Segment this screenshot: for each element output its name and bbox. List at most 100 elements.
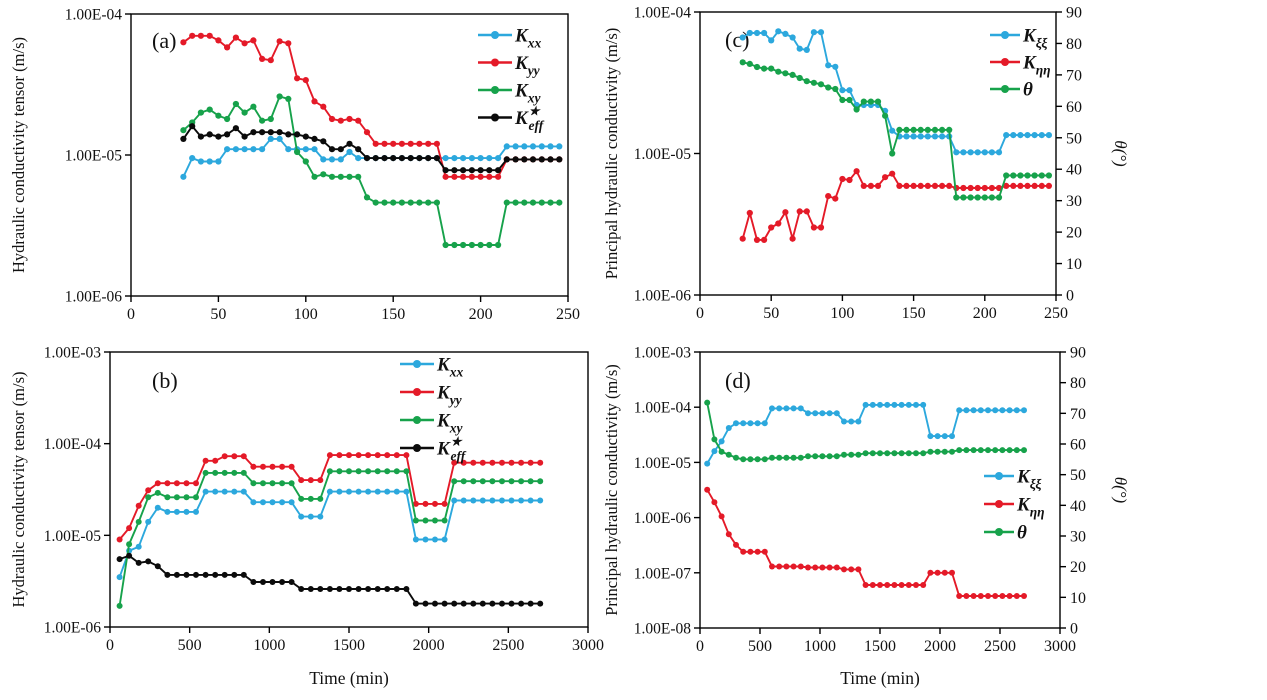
series-a-Kyy-marker xyxy=(486,173,493,180)
series-b-Keff-marker xyxy=(240,571,247,578)
series-b-Keff-marker xyxy=(154,563,161,570)
series-c-Ketaeta-marker xyxy=(746,209,753,217)
legend-label: Kyy xyxy=(436,383,463,408)
series-b-Kxy-marker xyxy=(212,469,219,476)
series-a-Kyy-marker xyxy=(241,40,248,47)
series-b-Kyy-marker xyxy=(432,500,438,507)
series-b-Kxx-marker xyxy=(193,508,199,515)
series-a-Kyy-marker xyxy=(232,34,239,41)
series-a-Keff-marker xyxy=(425,155,432,162)
series-d-Ketaeta-marker xyxy=(905,582,912,588)
series-c-Ketaeta-marker xyxy=(761,236,768,243)
series-a-Kxy-marker xyxy=(311,173,318,180)
series-a-Keff-marker xyxy=(398,155,405,162)
series-d-Kxixi-marker xyxy=(862,401,869,408)
series-c-Ketaeta-marker xyxy=(981,184,988,192)
series-a-Kxy-marker xyxy=(556,199,563,206)
series-d-theta-marker xyxy=(848,451,855,458)
series-a-Keff-marker xyxy=(556,156,563,163)
series-b-Kxy-marker xyxy=(231,469,238,476)
series-c-Kxixi-marker xyxy=(967,149,974,156)
series-c-theta-marker xyxy=(995,194,1003,201)
series-d-theta-marker xyxy=(733,454,739,461)
series-c-Kxixi-marker xyxy=(995,149,1003,156)
series-b-Kxy-marker xyxy=(527,478,534,485)
series-a-Keff-line xyxy=(182,124,560,172)
series-b-Keff-marker xyxy=(527,600,534,607)
series-d-Ketaeta-marker xyxy=(913,582,919,588)
series-b-Kyy-marker xyxy=(489,459,496,466)
x-axis-title: Time (min) xyxy=(309,668,389,688)
series-d-Ketaeta-marker xyxy=(725,531,732,538)
legend-swatch-marker xyxy=(491,31,499,39)
legend-c-Kxixi: Kξξ xyxy=(990,26,1047,51)
series-b-Kxy-marker xyxy=(269,480,276,487)
series-d-theta-marker xyxy=(891,450,898,457)
series-c-Kxixi-marker xyxy=(1045,132,1052,139)
series-a-Kxx-marker xyxy=(556,143,563,150)
series-b-Kxx-marker xyxy=(489,497,496,504)
series-b-Kxy-marker xyxy=(173,494,180,501)
series-c-Kxixi-marker xyxy=(1038,132,1045,139)
series-d-Ketaeta-marker xyxy=(999,593,1006,599)
series-c-Ketaeta-marker xyxy=(803,208,810,215)
series-b-Keff-marker xyxy=(126,552,133,559)
series-a-Keff-marker xyxy=(215,133,222,140)
series-b-Kyy-marker xyxy=(499,459,505,466)
series-c-theta-marker xyxy=(939,126,946,133)
y-tick-label: 1.00E-03 xyxy=(44,345,102,362)
legend-b-Kyy: Kyy xyxy=(400,383,463,408)
series-c-theta-marker xyxy=(1017,172,1024,179)
legend-label: θ xyxy=(1023,80,1033,101)
series-d-Ketaeta-marker xyxy=(855,566,862,573)
series-d-Kxixi-marker xyxy=(812,410,819,417)
series-c-Kxixi-marker xyxy=(739,34,746,41)
series-c-theta-marker xyxy=(817,81,825,88)
series-a-Kyy-marker xyxy=(442,173,449,180)
series-c-theta-marker xyxy=(867,98,875,105)
series-c-Ketaeta xyxy=(739,168,1052,243)
series-b-Keff-marker xyxy=(422,600,429,607)
series-a-Keff-marker xyxy=(503,156,510,163)
series-d-Kxixi-marker xyxy=(833,410,840,417)
series-b-Kyy-marker xyxy=(221,453,228,460)
series-a-Kxx-marker xyxy=(495,155,502,162)
series-b-Kyy-marker xyxy=(384,452,391,459)
series-a-Kyy-marker xyxy=(433,140,440,147)
legend-swatch-marker xyxy=(491,58,499,67)
x-tick-label: 500 xyxy=(748,638,772,655)
series-b-Kxx-marker xyxy=(164,508,171,515)
series-b-Kxx-marker xyxy=(384,488,391,495)
series-c-theta-marker xyxy=(1031,172,1038,179)
series-a-Kxx-marker xyxy=(250,146,257,153)
series-d-Ketaeta-marker xyxy=(970,593,977,599)
x-tick-label: 250 xyxy=(556,306,580,323)
series-d-Ketaeta-marker xyxy=(848,566,855,573)
series-c-theta-marker xyxy=(974,194,981,201)
series-c-Kxixi-marker xyxy=(753,29,761,37)
series-b-Kxy-marker xyxy=(260,480,266,487)
series-c-Ketaeta-marker xyxy=(903,182,910,189)
series-d-Kxixi-marker xyxy=(855,418,862,425)
right-tick-label: 10 xyxy=(1070,590,1086,607)
series-a-Kxy-marker xyxy=(451,241,458,249)
series-a-Kxx-marker xyxy=(503,143,510,150)
series-a-Keff-marker xyxy=(189,123,196,130)
panel-letter: (c) xyxy=(725,27,749,52)
series-b-Kxx-marker xyxy=(250,499,257,506)
right-tick-label: 30 xyxy=(1066,193,1082,210)
series-c-theta-marker xyxy=(768,65,775,72)
series-a-Kxx-marker xyxy=(259,146,266,153)
series-a-Kyy-marker xyxy=(215,37,222,44)
series-b-Keff-line xyxy=(119,554,541,605)
series-a-Kyy-marker xyxy=(224,44,231,51)
series-a-Kyy-marker xyxy=(381,140,388,147)
series-c-Kxixi-marker xyxy=(981,149,988,156)
legend-d-Ketaeta: Kηη xyxy=(984,495,1045,520)
series-b-Kyy-marker xyxy=(518,459,525,466)
series-c-Ketaeta-marker xyxy=(846,176,853,184)
series-d-Ketaeta-marker xyxy=(862,582,869,588)
series-b-Kxx-marker xyxy=(307,513,314,520)
series-b-Keff-marker xyxy=(384,586,391,592)
right-tick-label: 90 xyxy=(1070,345,1086,362)
